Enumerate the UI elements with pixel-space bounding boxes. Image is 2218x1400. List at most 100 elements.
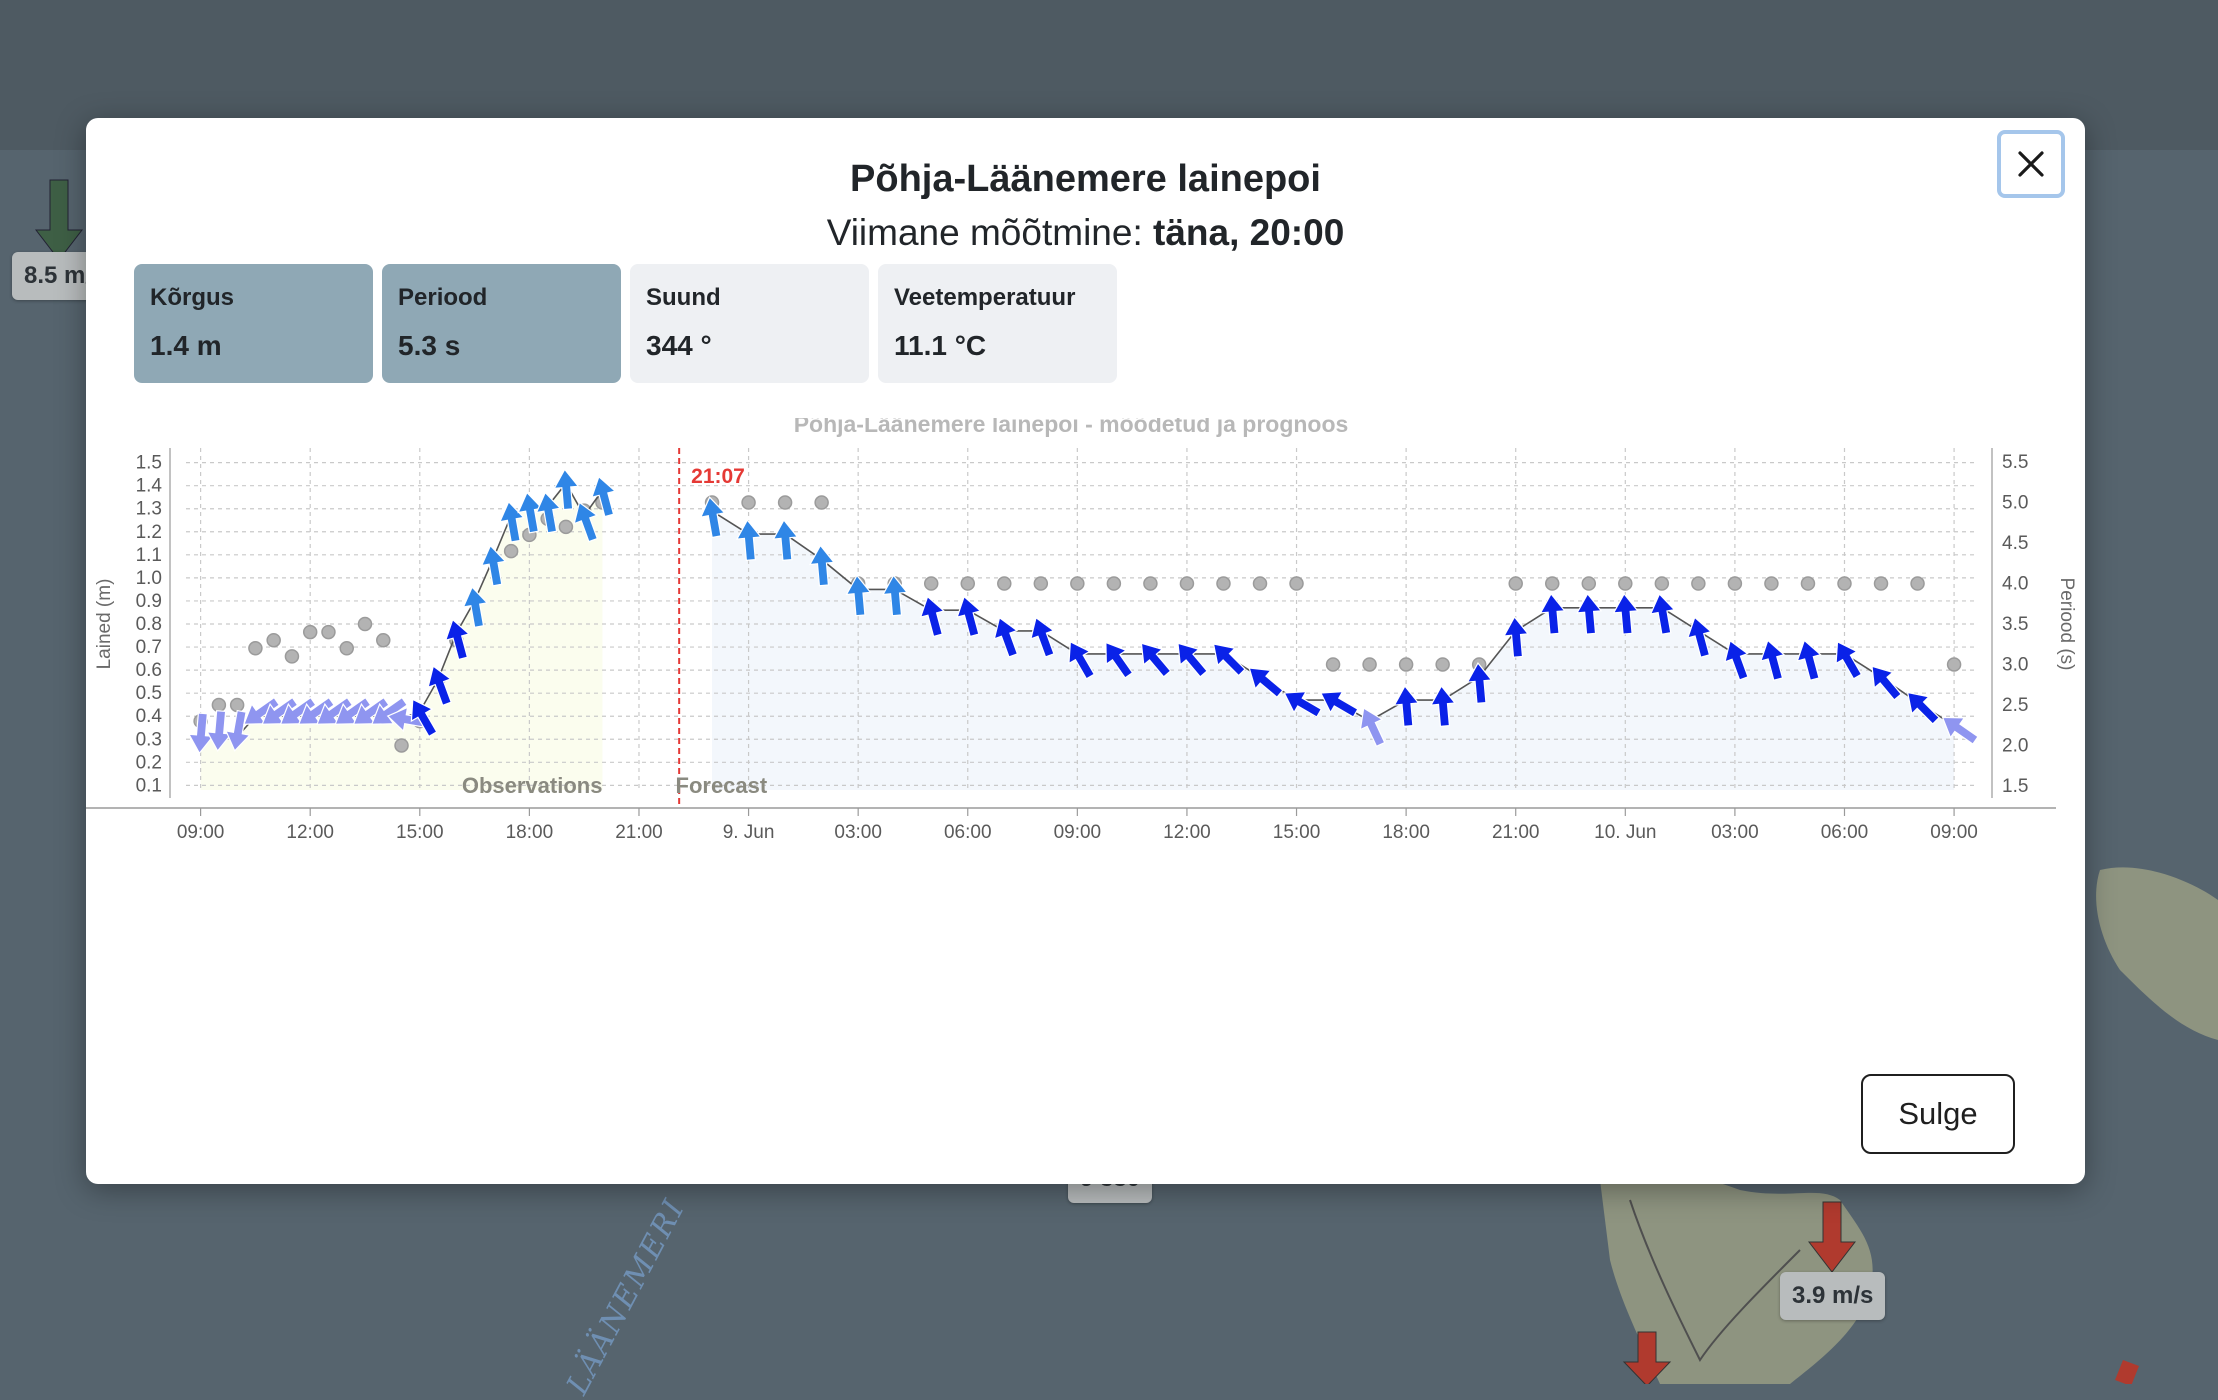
arrow-shape — [1212, 643, 1246, 677]
arrow-shape — [206, 710, 233, 752]
wave-direction-arrow-icon — [882, 574, 909, 617]
period-dot — [1398, 657, 1414, 672]
stat-card-height[interactable]: Kõrgus 1.4 m — [134, 264, 373, 383]
arrow-shape — [1030, 616, 1055, 658]
stat-card-water-temperature[interactable]: Veetemperatuur 11.1 °C — [878, 264, 1117, 383]
y-tick-label: 0.5 — [136, 683, 162, 704]
wave-direction-arrow-icon — [1140, 642, 1172, 678]
arrow-shape — [480, 544, 507, 587]
arrow-shape — [1612, 592, 1639, 635]
modal-title: Põhja-Läänemere lainepoi — [850, 158, 1321, 200]
y-tick-label: 0.9 — [136, 591, 162, 612]
close-button[interactable] — [1997, 130, 2065, 198]
x-tick-label: 15:00 — [396, 822, 444, 843]
y-tick-label: 0.8 — [136, 614, 162, 635]
x-tick-label: 06:00 — [1821, 822, 1869, 843]
arrow-shape — [1796, 639, 1822, 681]
period-dot — [503, 543, 519, 559]
forecast-label: Forecast — [676, 773, 768, 798]
x-tick-label: 03:00 — [834, 822, 882, 843]
wave-direction-arrow-icon — [1248, 667, 1284, 699]
period-dot — [923, 576, 939, 591]
period-dot — [211, 697, 227, 713]
wave-direction-arrow-icon — [1686, 616, 1713, 658]
wave-direction-arrow-icon — [1429, 685, 1457, 728]
y2-axis-title: Periood (s) — [2056, 578, 2077, 671]
arrow-shape — [1283, 691, 1323, 718]
period-dot — [394, 738, 409, 753]
arrow-shape — [845, 574, 872, 617]
wave-direction-arrow-icon — [1724, 639, 1749, 681]
stat-value: 11.1 °C — [894, 330, 987, 361]
arrow-shape — [919, 595, 946, 638]
arrow-shape — [1759, 639, 1786, 681]
wave-direction-arrow-icon — [410, 698, 438, 738]
period-dot — [1289, 576, 1304, 591]
period-dot — [1618, 576, 1633, 591]
buoy-modal: Põhja-Läänemere lainepoi Viimane mõõtmin… — [86, 118, 2085, 1184]
wave-direction-arrow-icon — [808, 544, 836, 587]
arrow-shape — [187, 712, 215, 755]
stat-label: Kõrgus — [150, 284, 234, 311]
wave-direction-arrow-icon — [1466, 662, 1493, 704]
wave-direction-arrow-icon — [1359, 707, 1386, 748]
arrow-shape — [535, 491, 562, 534]
chart-axes — [86, 448, 2056, 816]
period-dot — [1544, 576, 1560, 591]
period-dot — [1910, 576, 1925, 591]
wave-direction-arrow-icon — [444, 618, 471, 661]
wave-direction-arrow-icon — [1941, 716, 1979, 745]
wind-arrow-icon — [34, 179, 84, 261]
wave-direction-arrow-icon — [956, 595, 982, 638]
arrow-shape — [1320, 691, 1359, 718]
stat-value: 5.3 s — [398, 330, 461, 361]
stat-card-direction[interactable]: Suund 344 ° — [630, 264, 869, 383]
x-tick-label: 12:00 — [286, 822, 334, 843]
period-dot — [1106, 576, 1122, 591]
period-dot — [1727, 576, 1743, 591]
arrow-shape — [1393, 685, 1420, 728]
arrow-shape — [1724, 639, 1749, 681]
period-dot — [1216, 576, 1231, 591]
period-dot — [1435, 657, 1450, 672]
period-dot — [777, 495, 793, 510]
wave-direction-arrow-icon — [1068, 640, 1096, 680]
stat-label: Periood — [398, 284, 488, 311]
arrow-shape — [1140, 642, 1172, 678]
wave-direction-arrow-icon — [1283, 691, 1323, 718]
arrow-shape — [1068, 640, 1096, 680]
period-dot — [1252, 576, 1268, 591]
wave-direction-arrow-icon — [498, 500, 525, 543]
arrow-shape — [1177, 642, 1208, 678]
wave-direction-arrow-icon — [1212, 643, 1246, 677]
arrow-shape — [735, 519, 763, 562]
y-tick-label: 1.4 — [136, 476, 163, 497]
arrow-shape — [517, 491, 544, 534]
wind-arrow-icon — [1622, 1331, 1672, 1384]
wind-speed-label[interactable]: 3.9 m/s — [1780, 1272, 1886, 1320]
sulge-button[interactable]: Sulge — [1861, 1074, 2015, 1154]
arrow-shape — [1871, 665, 1903, 701]
arrow-shape — [1941, 716, 1979, 745]
arrow-shape — [1649, 593, 1676, 635]
arrow-shape — [370, 696, 408, 725]
y-tick-label: 1.1 — [136, 545, 162, 566]
stat-value: 1.4 m — [150, 330, 222, 361]
stat-value: 344 ° — [646, 330, 712, 361]
y2-tick-label: 4.0 — [2002, 574, 2028, 595]
arrow-shape — [808, 544, 836, 587]
period-dot — [266, 632, 281, 648]
wave-direction-arrow-icon — [1393, 685, 1420, 728]
arrow-shape — [1835, 640, 1863, 680]
wave-direction-arrow-icon — [553, 468, 580, 511]
y2-tick-label: 5.5 — [2002, 452, 2028, 473]
wave-direction-arrows — [187, 468, 1979, 755]
stat-card-period[interactable]: Periood 5.3 s — [382, 264, 621, 383]
wave-direction-arrow-icon — [480, 544, 507, 587]
x-tick-label: 9. Jun — [723, 822, 775, 843]
x-tick-label: 15:00 — [1273, 822, 1321, 843]
arrow-shape — [993, 616, 1019, 658]
x-tick-label: 21:00 — [615, 822, 663, 843]
y2-tick-label: 4.5 — [2002, 533, 2028, 554]
wave-direction-arrow-icon — [1177, 642, 1208, 678]
